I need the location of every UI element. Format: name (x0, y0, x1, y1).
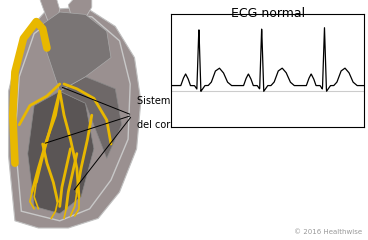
Text: © 2016 Healthwise: © 2016 Healthwise (294, 229, 362, 235)
Polygon shape (8, 7, 141, 228)
Text: del corazón: del corazón (137, 120, 193, 130)
Polygon shape (28, 91, 94, 214)
Polygon shape (38, 0, 60, 24)
Polygon shape (43, 12, 111, 91)
Polygon shape (60, 77, 122, 158)
Text: Sistema eléctrico: Sistema eléctrico (137, 96, 221, 106)
Text: ECG normal: ECG normal (231, 7, 305, 20)
Polygon shape (68, 0, 92, 22)
